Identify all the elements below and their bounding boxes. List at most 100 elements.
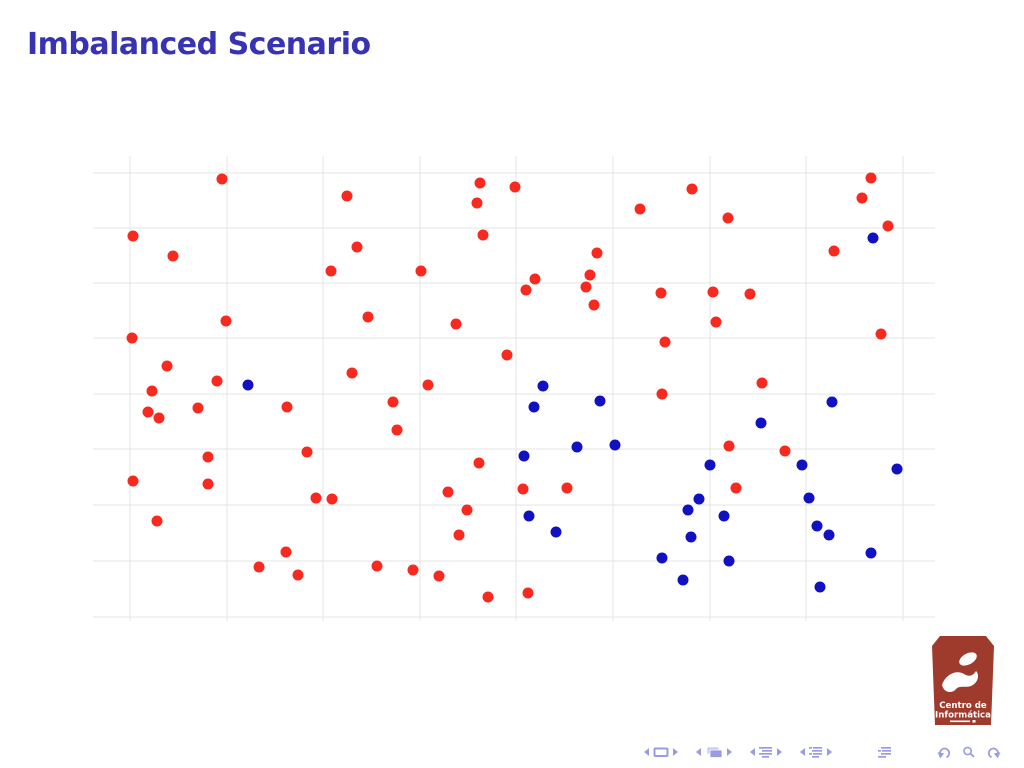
minority-class-blue-point — [891, 463, 903, 475]
majority-class-red-point — [520, 284, 532, 296]
majority-class-red-point — [882, 220, 894, 232]
majority-class-red-point — [220, 315, 232, 327]
majority-class-red-point — [127, 475, 139, 487]
nav-slide-group — [642, 746, 680, 758]
subsection-icon[interactable] — [758, 746, 774, 758]
minority-class-blue-point — [682, 504, 694, 516]
undo-icon[interactable] — [937, 746, 953, 759]
prev-slide-icon[interactable] — [643, 747, 650, 757]
minority-class-blue-point — [723, 555, 735, 567]
majority-class-red-point — [422, 379, 434, 391]
majority-class-red-point — [865, 172, 877, 184]
frame-icon[interactable] — [652, 746, 670, 758]
majority-class-red-point — [482, 591, 494, 603]
minority-class-blue-point — [242, 379, 254, 391]
majority-class-red-point — [216, 173, 228, 185]
majority-class-red-point — [346, 367, 358, 379]
redo-icon[interactable] — [985, 746, 1001, 759]
next-section-icon[interactable] — [826, 747, 833, 757]
minority-class-blue-point — [571, 441, 583, 453]
frame-group-icon[interactable] — [704, 746, 724, 759]
nav-frame-group — [694, 746, 734, 759]
scatter-plot — [93, 156, 935, 625]
majority-class-red-point — [473, 457, 485, 469]
logo-underline — [950, 720, 970, 723]
majority-class-red-point — [310, 492, 322, 504]
majority-class-red-point — [253, 561, 265, 573]
minority-class-blue-point — [796, 459, 808, 471]
majority-class-red-point — [655, 287, 667, 299]
logo-text-line1: Centro de — [939, 701, 987, 711]
minority-class-blue-point — [685, 531, 697, 543]
logo-underline-dot — [972, 720, 976, 723]
majority-class-red-point — [584, 269, 596, 281]
majority-class-red-point — [391, 424, 403, 436]
majority-class-red-point — [407, 564, 419, 576]
majority-class-red-point — [686, 183, 698, 195]
majority-class-red-point — [292, 569, 304, 581]
majority-class-red-point — [501, 349, 513, 361]
majority-class-red-point — [529, 273, 541, 285]
majority-class-red-point — [351, 241, 363, 253]
section-icon[interactable] — [808, 746, 824, 758]
majority-class-red-point — [371, 560, 383, 572]
majority-class-red-point — [461, 504, 473, 516]
majority-class-red-point — [326, 493, 338, 505]
minority-class-blue-point — [528, 401, 540, 413]
nav-history-group — [936, 746, 1002, 759]
majority-class-red-point — [151, 515, 163, 527]
majority-class-red-point — [634, 203, 646, 215]
search-icon[interactable] — [962, 746, 976, 759]
nav-section-group — [798, 746, 834, 758]
minority-class-blue-point — [823, 529, 835, 541]
next-subsection-icon[interactable] — [776, 747, 783, 757]
majority-class-red-point — [517, 483, 529, 495]
next-frame-icon[interactable] — [726, 747, 733, 757]
majority-class-red-point — [828, 245, 840, 257]
majority-class-red-point — [433, 570, 445, 582]
majority-class-red-point — [301, 446, 313, 458]
majority-class-red-point — [341, 190, 353, 202]
minority-class-blue-point — [803, 492, 815, 504]
majority-class-red-point — [453, 529, 465, 541]
majority-class-red-point — [779, 445, 791, 457]
minority-class-blue-point — [523, 510, 535, 522]
next-slide-icon[interactable] — [672, 747, 679, 757]
scatter-plot-svg — [93, 156, 935, 621]
majority-class-red-point — [167, 250, 179, 262]
minority-class-blue-point — [826, 396, 838, 408]
appendix-icon[interactable] — [877, 746, 893, 758]
minority-class-blue-point — [867, 232, 879, 244]
beamer-navigation — [642, 744, 1016, 760]
majority-class-red-point — [146, 385, 158, 397]
majority-class-red-point — [126, 332, 138, 344]
majority-class-red-point — [153, 412, 165, 424]
majority-class-red-point — [591, 247, 603, 259]
majority-class-red-point — [522, 587, 534, 599]
majority-class-red-point — [875, 328, 887, 340]
majority-class-red-point — [471, 197, 483, 209]
majority-class-red-point — [202, 478, 214, 490]
majority-class-red-point — [281, 401, 293, 413]
prev-subsection-icon[interactable] — [749, 747, 756, 757]
majority-class-red-point — [142, 406, 154, 418]
majority-class-red-point — [656, 388, 668, 400]
prev-frame-icon[interactable] — [695, 747, 702, 757]
minority-class-blue-point — [677, 574, 689, 586]
majority-class-red-point — [477, 229, 489, 241]
majority-class-red-point — [561, 482, 573, 494]
logo-glyph-leaf — [959, 652, 977, 666]
minority-class-blue-point — [718, 510, 730, 522]
nav-subsection-group — [748, 746, 784, 758]
prev-section-icon[interactable] — [799, 747, 806, 757]
minority-class-blue-point — [865, 547, 877, 559]
majority-class-red-point — [387, 396, 399, 408]
majority-class-red-point — [450, 318, 462, 330]
majority-class-red-point — [744, 288, 756, 300]
minority-class-blue-point — [609, 439, 621, 451]
majority-class-red-point — [730, 482, 742, 494]
minority-class-blue-point — [704, 459, 716, 471]
majority-class-red-point — [161, 360, 173, 372]
minority-class-blue-point — [550, 526, 562, 538]
